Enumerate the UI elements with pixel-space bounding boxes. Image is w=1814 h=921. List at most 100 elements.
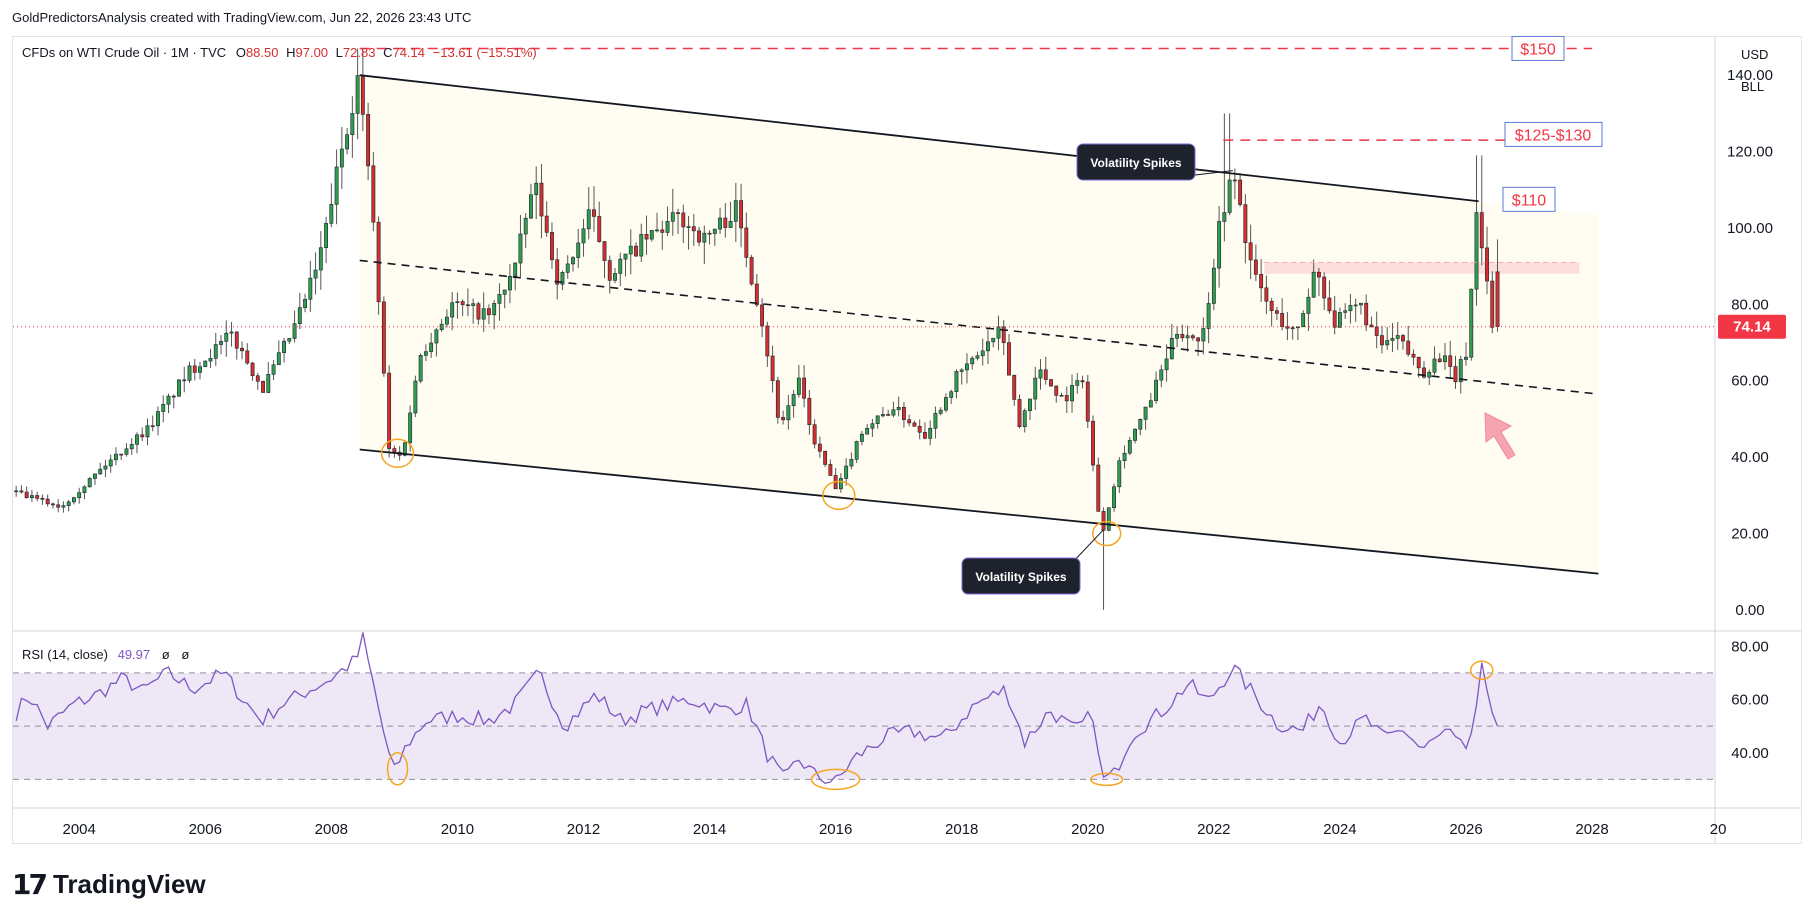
candle-body <box>35 495 40 499</box>
candle-body <box>697 230 701 243</box>
candle-body <box>255 375 260 382</box>
candle-up <box>1138 418 1143 436</box>
candle-up <box>838 473 843 493</box>
candle-up <box>1075 372 1080 394</box>
candle-body <box>150 425 155 428</box>
candle-body <box>781 417 786 421</box>
rsi-circle-2026 <box>1470 660 1494 681</box>
callout-volatility-bottom[interactable]: Volatility Spikes <box>961 557 1081 595</box>
candle-body <box>224 332 229 342</box>
candle-body <box>691 226 696 232</box>
candle-body <box>539 182 544 217</box>
candle-body <box>865 427 870 435</box>
callout-volatility-top[interactable]: Volatility Spikes <box>1076 143 1196 181</box>
candles-layer[interactable] <box>14 48 1500 610</box>
candle-body <box>523 217 528 235</box>
label-125-130[interactable]: $125-$130 <box>1504 121 1603 147</box>
candle-body <box>93 473 97 479</box>
candle-body <box>817 443 822 452</box>
label-110[interactable]: $110 <box>1502 186 1556 212</box>
candle-up <box>896 396 901 417</box>
candle-down <box>171 394 176 409</box>
candle-body <box>82 486 87 493</box>
candle-body <box>481 308 486 320</box>
candle-body <box>1096 464 1101 512</box>
label-150[interactable]: $150 <box>1511 35 1565 61</box>
candle-up <box>1353 298 1358 322</box>
candle-down <box>1248 224 1253 280</box>
candle-down <box>1280 298 1285 331</box>
candle-down <box>56 499 61 513</box>
candle-body <box>1101 511 1106 531</box>
candle-body <box>733 200 738 222</box>
candle-up <box>975 351 980 361</box>
candle-body <box>434 329 439 344</box>
candle-body <box>1185 335 1190 339</box>
candle-down <box>539 164 544 239</box>
candle-body <box>828 464 833 476</box>
candle-up <box>991 337 996 348</box>
candle-body <box>944 397 948 411</box>
candle-down <box>487 304 491 325</box>
price-tick-label: 20.00 <box>1731 526 1769 543</box>
time-tick-label: 2026 <box>1449 821 1482 838</box>
candle-up <box>1290 326 1295 340</box>
candle-body <box>187 365 192 381</box>
candle-down <box>381 296 386 377</box>
candle-up <box>1311 259 1316 298</box>
candle-body <box>912 422 917 427</box>
candle-body <box>1322 276 1327 299</box>
rsi-circle-2020 <box>1089 772 1124 787</box>
candle-up <box>944 393 948 413</box>
candle-up <box>1222 113 1227 242</box>
candle-body <box>513 262 518 277</box>
candle-up <box>718 207 722 234</box>
candle-up <box>72 496 76 505</box>
candle-body <box>29 495 34 499</box>
time-tick-label: 2008 <box>315 821 348 838</box>
candle-body <box>959 369 964 372</box>
candle-body <box>676 212 680 214</box>
currency-label[interactable]: USD <box>1741 47 1768 62</box>
candle-down <box>634 242 638 257</box>
candle-up <box>733 182 738 243</box>
candle-body <box>166 395 171 405</box>
candle-down <box>1453 355 1458 389</box>
candle-up <box>628 229 633 275</box>
candle-body <box>72 497 76 503</box>
channel-upper-line <box>359 74 1479 203</box>
candle-body <box>980 350 985 357</box>
time-tick-label: 2018 <box>945 821 978 838</box>
candle-down <box>1180 324 1185 342</box>
symbol-legend[interactable]: CFDs on WTI Crude Oil · 1M · TVC O88.50 … <box>22 45 537 60</box>
drawing-layer[interactable] <box>13 47 1715 791</box>
candle-up <box>276 340 281 366</box>
rsi-legend[interactable]: RSI (14, close) 49.97 ø ø <box>22 647 189 662</box>
footer-logo[interactable]: 17 TradingView <box>12 868 206 901</box>
candle-down <box>707 230 712 245</box>
rsi-pane[interactable] <box>13 632 1715 785</box>
candle-down <box>775 376 780 424</box>
candle-down <box>387 365 392 458</box>
candle-body <box>896 406 901 411</box>
candle-up <box>1143 406 1148 430</box>
candle-body <box>487 308 491 316</box>
candle-body <box>681 212 686 228</box>
candle-up <box>198 361 202 380</box>
candle-up <box>350 96 355 158</box>
candle-body <box>1232 179 1237 182</box>
candle-up <box>1211 258 1216 311</box>
candle-down <box>1490 271 1495 334</box>
candle-body <box>66 501 71 506</box>
candle-body <box>114 453 118 461</box>
candle-body <box>565 263 570 273</box>
candle-body <box>1343 310 1348 313</box>
candle-body <box>886 414 891 416</box>
candle-body <box>739 200 744 229</box>
candle-body <box>282 340 286 353</box>
candle-down <box>1007 334 1011 376</box>
candle-body <box>1112 486 1116 508</box>
unit-label[interactable]: BLL <box>1741 79 1764 94</box>
candle-body <box>1327 297 1332 312</box>
